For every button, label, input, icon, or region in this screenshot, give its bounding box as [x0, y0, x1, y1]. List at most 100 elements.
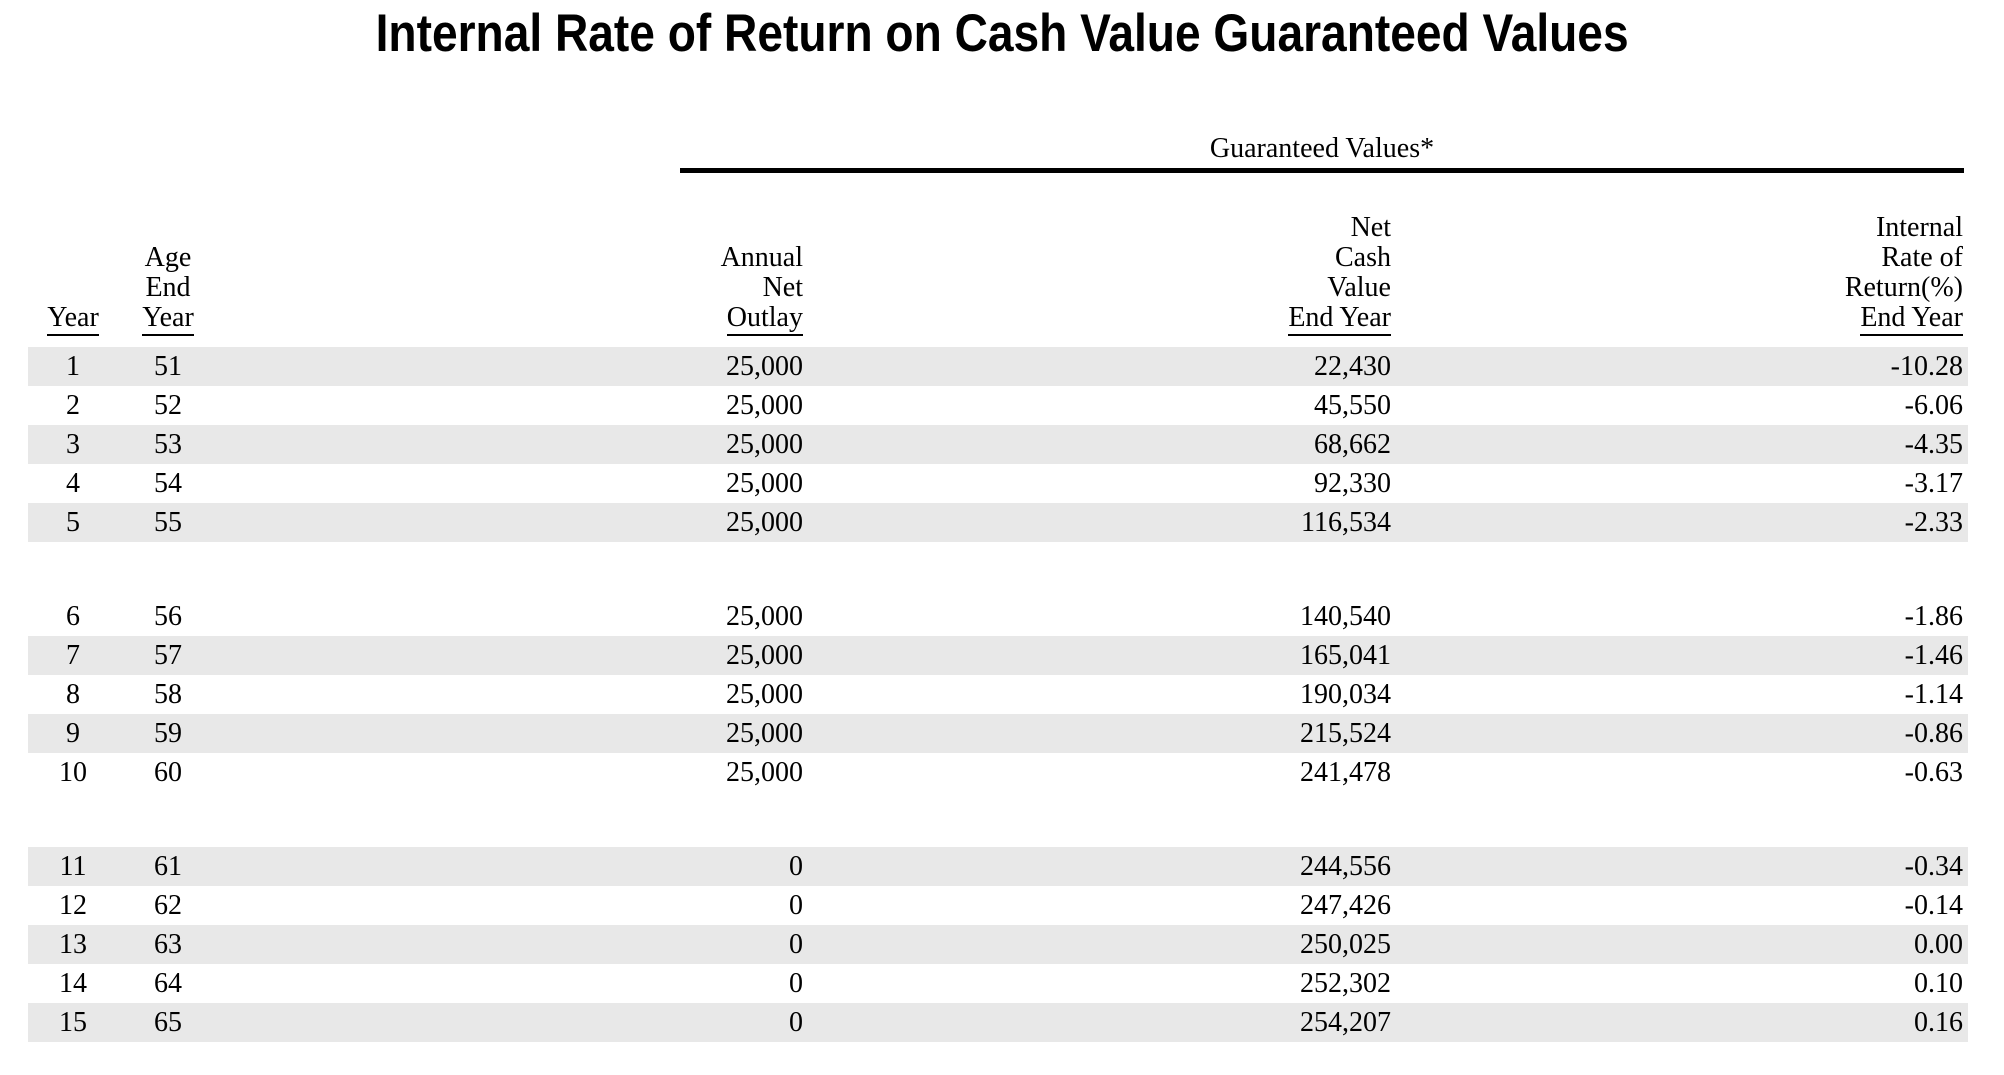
cell-age: 55 [154, 507, 182, 538]
cell-ncv: 254,207 [1300, 1007, 1391, 1038]
page-title: Internal Rate of Return on Cash Value Gu… [0, 4, 2004, 64]
cell-year: 12 [59, 890, 87, 921]
table-row: 3 53 25,000 68,662 -4.35 [28, 425, 1968, 464]
column-header-annual-net-outlay: Annual Net Outlay [218, 243, 803, 336]
cell-year: 1 [66, 351, 80, 382]
cell-outlay: 25,000 [726, 718, 803, 749]
cell-year: 5 [66, 507, 80, 538]
cell-year: 9 [66, 718, 80, 749]
cell-year: 4 [66, 468, 80, 499]
guaranteed-values-label: Guaranteed Values* [1209, 133, 1435, 164]
cell-outlay: 25,000 [726, 679, 803, 710]
cell-age: 51 [154, 351, 182, 382]
cell-ncv: 215,524 [1300, 718, 1391, 749]
cell-age: 64 [154, 968, 182, 999]
header-line: Return(%) [1844, 272, 1963, 303]
cell-ncv: 68,662 [1314, 429, 1391, 460]
header-line: Net [762, 272, 803, 303]
row-group-1: 1 51 25,000 22,430 -10.28 2 52 25,000 45,550 -6.0… [28, 347, 1968, 542]
cell-age: 63 [154, 929, 182, 960]
cell-irr: -0.14 [1904, 890, 1963, 921]
table-row: 14 64 0 252,302 0.10 [28, 964, 1968, 1003]
column-header-age-end-year: Age End Year [118, 243, 218, 336]
column-headers: Year Age End Year Annual Net Outlay Net … [28, 213, 1968, 336]
cell-irr: -1.14 [1904, 679, 1963, 710]
header-line: Year [118, 303, 218, 336]
header-line: Age [144, 242, 192, 273]
header-underlined-word: End Year [1860, 303, 1963, 336]
column-header-net-cash-value: Net Cash Value End Year [803, 213, 1391, 336]
cell-ncv: 244,556 [1300, 851, 1391, 882]
cell-year: 3 [66, 429, 80, 460]
table-row: 11 61 0 244,556 -0.34 [28, 847, 1968, 886]
guaranteed-values-spanner: Guaranteed Values* [680, 132, 1964, 173]
cell-ncv: 241,478 [1300, 757, 1391, 788]
column-header-year: Year [28, 303, 118, 336]
cell-ncv: 22,430 [1314, 351, 1391, 382]
cell-year: 2 [66, 390, 80, 421]
cell-irr: -2.33 [1904, 507, 1963, 538]
cell-outlay: 0 [789, 890, 803, 921]
header-line: Year [28, 303, 118, 336]
header-line: End [145, 272, 191, 303]
header-underlined-word: Year [47, 303, 99, 336]
table-row: 10 60 25,000 241,478 -0.63 [28, 753, 1968, 792]
cell-year: 8 [66, 679, 80, 710]
table-row: 9 59 25,000 215,524 -0.86 [28, 714, 1968, 753]
cell-age: 52 [154, 390, 182, 421]
cell-outlay: 25,000 [726, 390, 803, 421]
cell-irr: -6.06 [1904, 390, 1963, 421]
cell-irr: 0.16 [1914, 1007, 1963, 1038]
cell-irr: -3.17 [1904, 468, 1963, 499]
column-header-internal-rate-of-return: Internal Rate of Return(%) End Year [1391, 213, 1968, 336]
cell-age: 56 [154, 601, 182, 632]
cell-ncv: 190,034 [1300, 679, 1391, 710]
cell-outlay: 25,000 [726, 507, 803, 538]
cell-age: 62 [154, 890, 182, 921]
cell-outlay: 25,000 [726, 757, 803, 788]
table-row: 1 51 25,000 22,430 -10.28 [28, 347, 1968, 386]
cell-ncv: 247,426 [1300, 890, 1391, 921]
cell-irr: 0.00 [1914, 929, 1963, 960]
header-line: Cash [1335, 242, 1391, 273]
cell-year: 10 [59, 757, 87, 788]
header-line: Internal [1875, 212, 1963, 243]
cell-ncv: 92,330 [1314, 468, 1391, 499]
header-line: Rate of [1881, 242, 1963, 273]
cell-ncv: 250,025 [1300, 929, 1391, 960]
table-row: 6 56 25,000 140,540 -1.86 [28, 597, 1968, 636]
cell-age: 57 [154, 640, 182, 671]
cell-irr: 0.10 [1914, 968, 1963, 999]
row-group-2: 6 56 25,000 140,540 -1.86 7 57 25,000 165,041 -1.… [28, 597, 1968, 792]
header-underlined-word: End Year [1288, 303, 1391, 336]
header-line: Value [1327, 272, 1391, 303]
table-row: 7 57 25,000 165,041 -1.46 [28, 636, 1968, 675]
cell-ncv: 140,540 [1300, 601, 1391, 632]
table-row: 2 52 25,000 45,550 -6.06 [28, 386, 1968, 425]
cell-ncv: 165,041 [1300, 640, 1391, 671]
cell-ncv: 45,550 [1314, 390, 1391, 421]
header-line: Net [1350, 212, 1391, 243]
cell-age: 58 [154, 679, 182, 710]
cell-irr: -10.28 [1890, 351, 1963, 382]
header-line: Outlay [218, 303, 803, 336]
header-underlined-word: Outlay [726, 303, 803, 336]
table-row: 5 55 25,000 116,534 -2.33 [28, 503, 1968, 542]
cell-outlay: 0 [789, 968, 803, 999]
header-underlined-word: Year [142, 303, 194, 336]
header-line: End Year [1391, 303, 1963, 336]
cell-outlay: 0 [789, 1007, 803, 1038]
table-row: 4 54 25,000 92,330 -3.17 [28, 464, 1968, 503]
cell-year: 7 [66, 640, 80, 671]
header-line: End Year [803, 303, 1391, 336]
cell-age: 59 [154, 718, 182, 749]
cell-year: 13 [59, 929, 87, 960]
header-line: Annual [720, 242, 803, 273]
cell-outlay: 25,000 [726, 351, 803, 382]
cell-outlay: 0 [789, 851, 803, 882]
table-row: 15 65 0 254,207 0.16 [28, 1003, 1968, 1042]
cell-irr: -0.34 [1904, 851, 1963, 882]
cell-age: 65 [154, 1007, 182, 1038]
cell-year: 6 [66, 601, 80, 632]
